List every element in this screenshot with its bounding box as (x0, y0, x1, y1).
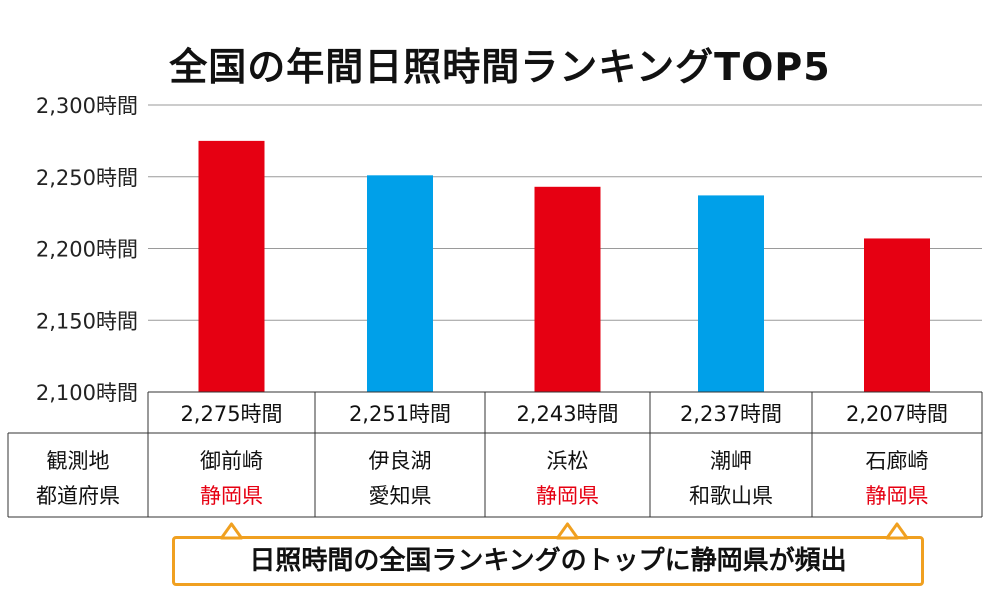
category-label: 伊良湖 (369, 449, 432, 473)
row-header-label: 都道府県 (36, 484, 120, 508)
y-tick-label: 2,300時間 (36, 94, 138, 118)
callout-box: 日照時間の全国ランキングのトップに静岡県が頻出 (172, 536, 924, 586)
category-label: 御前崎 (200, 449, 263, 473)
data-label: 2,243時間 (516, 402, 618, 426)
chart-title: 全国の年間日照時間ランキングTOP5 (169, 45, 831, 89)
callout-text: 日照時間の全国ランキングのトップに静岡県が頻出 (249, 546, 847, 576)
y-tick-label: 2,100時間 (36, 381, 138, 405)
y-tick-label: 2,150時間 (36, 309, 138, 333)
prefecture-label: 静岡県 (866, 484, 929, 508)
bar (864, 238, 930, 392)
prefecture-label: 静岡県 (536, 484, 599, 508)
bar (367, 175, 433, 392)
prefecture-label: 静岡県 (200, 484, 263, 508)
data-label: 2,237時間 (680, 402, 782, 426)
row-header-label: 観測地 (47, 449, 110, 473)
prefecture-label: 和歌山県 (689, 484, 773, 508)
category-label: 潮岬 (710, 449, 752, 473)
bar (198, 140, 265, 392)
bar (698, 195, 764, 392)
prefecture-label: 愛知県 (369, 484, 432, 508)
category-label: 石廊崎 (866, 449, 929, 473)
y-tick-label: 2,200時間 (36, 238, 138, 262)
data-label: 2,207時間 (846, 402, 948, 426)
data-label: 2,275時間 (180, 402, 282, 426)
category-label: 浜松 (547, 449, 589, 473)
y-tick-label: 2,250時間 (36, 166, 138, 190)
data-label: 2,251時間 (349, 402, 451, 426)
bar (534, 186, 601, 392)
